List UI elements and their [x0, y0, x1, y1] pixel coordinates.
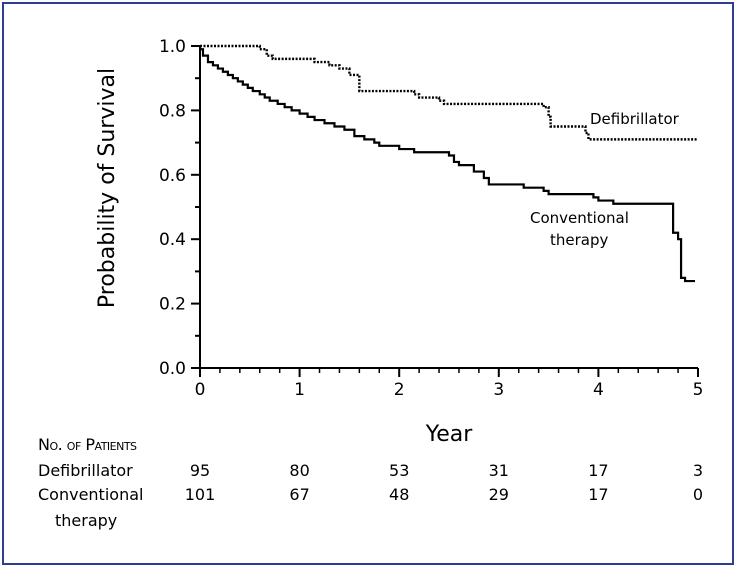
risk-table-value: 67	[289, 485, 309, 504]
risk-table-value: 0	[693, 485, 703, 504]
y-tick-label: 0.8	[159, 101, 186, 121]
x-tick-label: 4	[593, 380, 604, 400]
x-tick-label: 0	[195, 380, 206, 400]
defibrillator-curve	[200, 44, 698, 141]
x-axis-title: Year	[425, 422, 474, 447]
risk-row-label-defibrillator: Defibrillator	[38, 461, 133, 480]
y-tick-label: 0.0	[159, 359, 186, 379]
risk-row-label-conventional-line2: therapy	[55, 511, 117, 530]
risk-table-value: 31	[489, 461, 509, 480]
conventional-label-line2: therapy	[550, 231, 608, 249]
figure-frame	[2, 2, 734, 565]
risk-table-value: 53	[389, 461, 409, 480]
x-tick-label: 3	[493, 380, 504, 400]
risk-table-value: 29	[489, 485, 509, 504]
risk-table-value: 95	[190, 461, 210, 480]
risk-table-value: 101	[185, 485, 216, 504]
y-tick-label: 0.4	[159, 230, 186, 250]
risk-table-value: 80	[289, 461, 309, 480]
conventional-label-line1: Conventional	[530, 209, 629, 227]
x-tick-label: 2	[394, 380, 405, 400]
defibrillator-label: Defibrillator	[590, 110, 680, 128]
y-tick-label: 0.2	[159, 295, 186, 315]
x-tick-label: 5	[693, 380, 704, 400]
conventional-therapy-curve	[200, 48, 696, 283]
risk-table-value: 48	[389, 485, 409, 504]
risk-table-value: 17	[588, 461, 608, 480]
risk-table-header: No. of Patients	[38, 435, 137, 454]
risk-table-value: 3	[693, 461, 703, 480]
y-axis-title: Probability of Survival	[95, 68, 120, 308]
y-tick-label: 0.6	[159, 166, 186, 186]
risk-table-value: 17	[588, 485, 608, 504]
x-tick-label: 1	[294, 380, 305, 400]
y-tick-label: 1.0	[159, 37, 186, 57]
risk-row-label-conventional-line1: Conventional	[38, 485, 143, 504]
